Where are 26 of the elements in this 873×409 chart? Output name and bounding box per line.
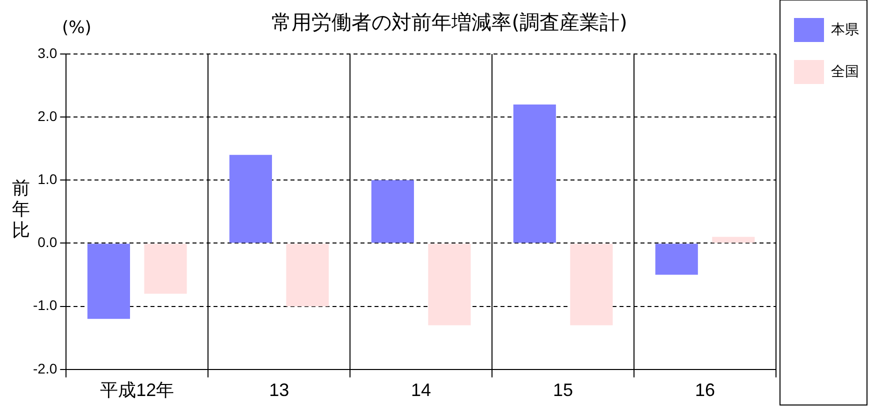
y-tick-label: 2.0: [38, 108, 58, 124]
y-tick-label: 0.0: [38, 234, 58, 250]
y-tick-label: 1.0: [38, 171, 58, 188]
y-tick-label: -1.0: [33, 297, 58, 314]
bar: [371, 180, 414, 243]
bar: [229, 154, 272, 243]
bar: [655, 244, 698, 275]
x-tick-label: 14: [411, 380, 432, 400]
x-tick-label: 16: [694, 380, 716, 400]
bar: [87, 244, 130, 319]
legend-label: 全国: [831, 62, 859, 79]
text: (%): [62, 18, 92, 38]
bar: [286, 244, 329, 306]
y-tick-label: -2.0: [33, 360, 58, 376]
x-tick-label: 13: [269, 380, 290, 400]
bar: [513, 104, 556, 243]
x-tick-label: 平成12年: [100, 380, 174, 400]
chart-title: 常用労働者の対前年増減率(調査産業計): [272, 10, 628, 34]
bar: [712, 236, 755, 243]
x-tick-label: 15: [553, 380, 574, 400]
y-tick-label: 3.0: [38, 44, 58, 61]
y-axis-title: 前年比: [12, 178, 31, 241]
bar: [570, 244, 613, 326]
legend-label: 本県: [831, 20, 859, 37]
bar: [144, 244, 187, 294]
bar: [428, 244, 471, 326]
